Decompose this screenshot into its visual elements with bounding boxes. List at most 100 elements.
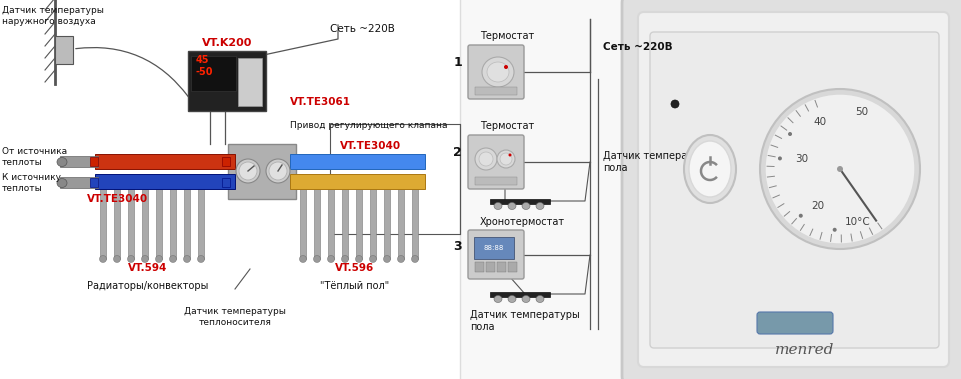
Ellipse shape bbox=[100, 255, 107, 263]
Ellipse shape bbox=[522, 296, 530, 302]
Bar bbox=[222, 157, 230, 166]
Bar bbox=[497, 262, 506, 272]
Bar bbox=[508, 262, 517, 272]
Bar bbox=[290, 174, 425, 189]
Bar bbox=[474, 237, 514, 259]
Text: Датчик температуры
пола: Датчик температуры пола bbox=[603, 151, 713, 173]
Text: Сеть ~220В: Сеть ~220В bbox=[330, 24, 395, 34]
Bar bbox=[0, 0, 462, 379]
FancyBboxPatch shape bbox=[468, 230, 524, 279]
Bar bbox=[384, 187, 390, 259]
Ellipse shape bbox=[313, 255, 321, 263]
Ellipse shape bbox=[383, 255, 390, 263]
Ellipse shape bbox=[536, 296, 544, 302]
Text: Привод регулирующего клапана: Привод регулирующего клапана bbox=[290, 121, 448, 130]
FancyBboxPatch shape bbox=[622, 0, 961, 379]
Bar bbox=[370, 187, 376, 259]
Text: -50: -50 bbox=[196, 67, 213, 77]
Ellipse shape bbox=[765, 94, 915, 244]
Ellipse shape bbox=[837, 166, 843, 172]
Ellipse shape bbox=[832, 228, 837, 232]
Ellipse shape bbox=[356, 255, 362, 263]
Bar bbox=[95, 154, 235, 169]
Text: 1: 1 bbox=[454, 55, 462, 69]
Bar bbox=[184, 189, 190, 259]
Bar bbox=[188, 51, 266, 111]
Ellipse shape bbox=[479, 152, 493, 166]
Bar bbox=[60, 156, 98, 167]
Text: 2: 2 bbox=[454, 146, 462, 158]
Bar bbox=[486, 262, 495, 272]
Bar bbox=[342, 187, 348, 259]
Ellipse shape bbox=[266, 159, 290, 183]
Bar bbox=[238, 58, 262, 106]
Text: VT.K200: VT.K200 bbox=[202, 38, 252, 48]
Ellipse shape bbox=[494, 202, 502, 210]
Bar bbox=[114, 184, 120, 259]
Text: VT.TE3040: VT.TE3040 bbox=[340, 141, 401, 151]
Bar bbox=[398, 187, 404, 259]
Bar bbox=[228, 144, 296, 199]
Ellipse shape bbox=[156, 255, 162, 263]
Bar bbox=[490, 199, 550, 204]
Ellipse shape bbox=[341, 255, 349, 263]
Text: Датчик температуры
теплоносителя: Датчик температуры теплоносителя bbox=[185, 307, 286, 327]
Bar bbox=[95, 174, 235, 189]
Text: 3: 3 bbox=[454, 241, 462, 254]
Ellipse shape bbox=[671, 100, 679, 108]
Ellipse shape bbox=[169, 255, 177, 263]
Ellipse shape bbox=[475, 148, 497, 170]
Text: menred: menred bbox=[776, 343, 835, 357]
Bar bbox=[490, 292, 550, 297]
Ellipse shape bbox=[482, 57, 514, 87]
Bar bbox=[460, 0, 655, 379]
FancyBboxPatch shape bbox=[468, 135, 524, 189]
Ellipse shape bbox=[57, 158, 67, 166]
Text: 30: 30 bbox=[796, 154, 808, 164]
Bar bbox=[314, 187, 320, 259]
Bar bbox=[328, 187, 334, 259]
FancyBboxPatch shape bbox=[638, 12, 949, 367]
Bar bbox=[300, 187, 306, 259]
Ellipse shape bbox=[184, 255, 190, 263]
Bar bbox=[356, 187, 362, 259]
Ellipse shape bbox=[239, 162, 257, 180]
Ellipse shape bbox=[788, 132, 792, 136]
Text: Датчик температуры
пола: Датчик температуры пола bbox=[470, 310, 579, 332]
Bar bbox=[60, 177, 98, 188]
Ellipse shape bbox=[57, 179, 67, 188]
Ellipse shape bbox=[522, 202, 530, 210]
Text: Термостат: Термостат bbox=[480, 31, 534, 41]
Ellipse shape bbox=[508, 296, 516, 302]
Ellipse shape bbox=[411, 255, 418, 263]
Ellipse shape bbox=[536, 202, 544, 210]
FancyBboxPatch shape bbox=[650, 32, 939, 348]
Bar bbox=[142, 189, 148, 259]
Ellipse shape bbox=[689, 141, 731, 197]
Ellipse shape bbox=[369, 255, 377, 263]
Ellipse shape bbox=[487, 62, 509, 82]
Bar bbox=[156, 184, 162, 259]
FancyBboxPatch shape bbox=[757, 312, 833, 334]
Bar bbox=[191, 56, 236, 91]
Text: "Тёплый пол": "Тёплый пол" bbox=[320, 281, 389, 291]
Bar bbox=[475, 262, 484, 272]
Bar bbox=[290, 154, 425, 169]
Text: 20: 20 bbox=[811, 201, 825, 211]
Text: VT.594: VT.594 bbox=[129, 263, 167, 273]
Ellipse shape bbox=[500, 153, 512, 165]
Bar bbox=[90, 157, 98, 166]
Text: 88:88: 88:88 bbox=[483, 245, 505, 251]
Ellipse shape bbox=[504, 65, 508, 69]
Text: Радиаторы/конвекторы: Радиаторы/конвекторы bbox=[87, 281, 209, 291]
Bar bbox=[90, 178, 98, 187]
Bar bbox=[475, 87, 517, 95]
Ellipse shape bbox=[777, 157, 782, 160]
Text: Термостат: Термостат bbox=[480, 121, 534, 131]
Ellipse shape bbox=[508, 202, 516, 210]
Text: 40: 40 bbox=[813, 117, 826, 127]
Ellipse shape bbox=[684, 135, 736, 203]
Bar bbox=[475, 177, 517, 185]
Ellipse shape bbox=[269, 162, 287, 180]
FancyBboxPatch shape bbox=[468, 45, 524, 99]
